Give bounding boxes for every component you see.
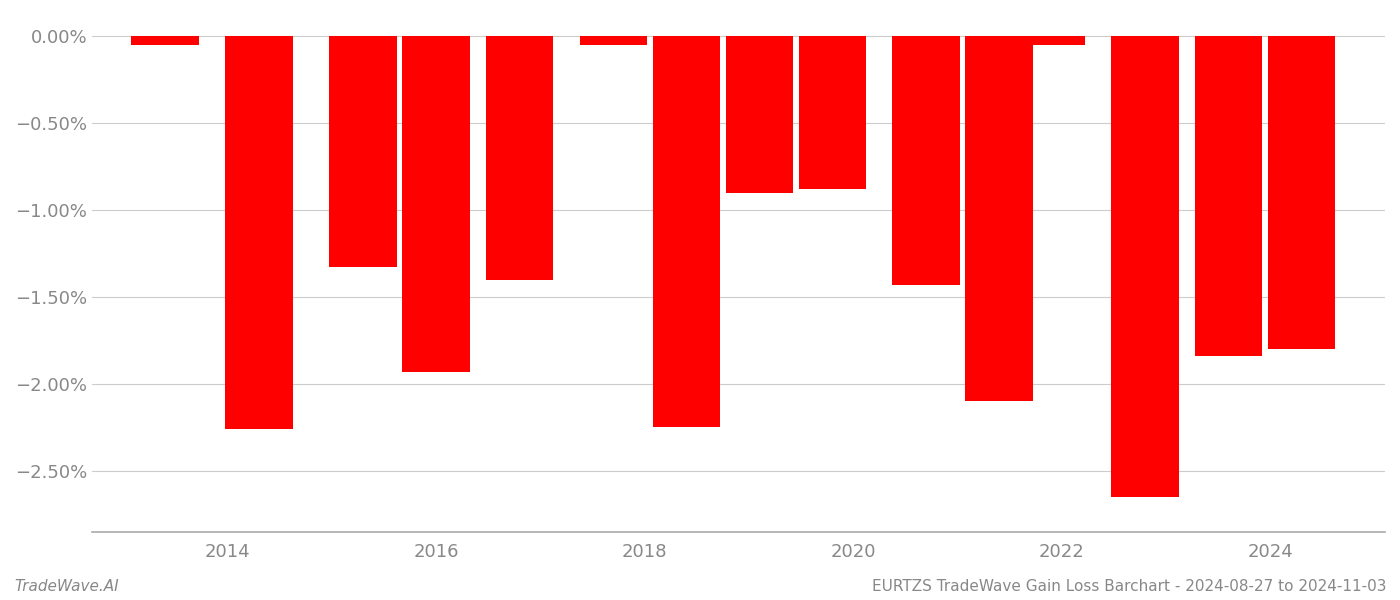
Bar	[725, 36, 794, 193]
Bar	[486, 36, 553, 280]
Text: EURTZS TradeWave Gain Loss Barchart - 2024-08-27 to 2024-11-03: EURTZS TradeWave Gain Loss Barchart - 20…	[871, 579, 1386, 594]
Bar	[1194, 36, 1263, 356]
Bar	[225, 36, 293, 429]
Bar	[966, 36, 1033, 401]
Text: TradeWave.AI: TradeWave.AI	[14, 579, 119, 594]
Bar	[132, 36, 199, 44]
Bar	[652, 36, 721, 427]
Bar	[1112, 36, 1179, 497]
Bar	[1268, 36, 1336, 349]
Bar	[580, 36, 647, 44]
Bar	[798, 36, 867, 189]
Bar	[1018, 36, 1085, 44]
Bar	[402, 36, 470, 372]
Bar	[329, 36, 398, 268]
Bar	[892, 36, 960, 285]
